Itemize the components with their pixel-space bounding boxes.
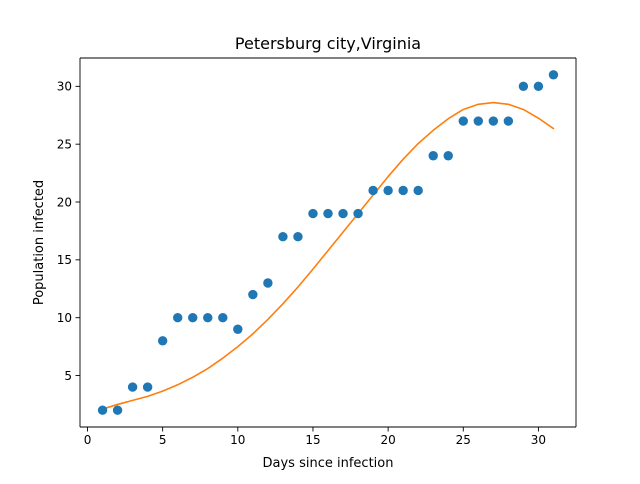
y-tick-label: 5 bbox=[64, 369, 72, 383]
data-point bbox=[188, 312, 198, 323]
data-point bbox=[383, 185, 393, 196]
data-point bbox=[368, 185, 378, 196]
x-tick-label: 0 bbox=[84, 433, 92, 447]
fit-line-layer bbox=[101, 101, 555, 410]
data-point bbox=[112, 405, 123, 415]
y-tick-label: 30 bbox=[57, 80, 72, 94]
data-point bbox=[338, 208, 348, 219]
y-tick-label: 20 bbox=[57, 195, 72, 209]
data-point bbox=[533, 81, 544, 92]
data-point bbox=[127, 382, 138, 392]
x-tick-label: 20 bbox=[380, 433, 395, 447]
data-point bbox=[443, 151, 453, 161]
x-tick-label: 5 bbox=[159, 433, 167, 447]
scatter-points-layer bbox=[97, 70, 559, 415]
data-point bbox=[218, 312, 228, 323]
data-point bbox=[503, 116, 514, 126]
x-axis-label: Days since infection bbox=[263, 456, 394, 471]
data-point bbox=[323, 208, 333, 219]
x-tick-label: 15 bbox=[305, 433, 320, 447]
data-point bbox=[488, 116, 499, 126]
data-point bbox=[233, 324, 243, 334]
plot-area bbox=[80, 58, 576, 427]
y-tick-label: 15 bbox=[57, 253, 72, 267]
data-point bbox=[473, 116, 483, 126]
data-point bbox=[203, 312, 213, 323]
y-tick-label: 25 bbox=[57, 137, 72, 151]
x-tick-label: 25 bbox=[456, 433, 471, 447]
x-tick-label: 10 bbox=[230, 433, 245, 447]
data-point bbox=[458, 116, 468, 126]
chart-title: Petersburg city,Virginia bbox=[235, 34, 421, 53]
data-point bbox=[293, 232, 303, 242]
data-point bbox=[353, 208, 363, 219]
x-tick-label: 30 bbox=[531, 433, 546, 447]
data-point bbox=[413, 185, 423, 196]
data-point bbox=[97, 405, 108, 415]
data-point bbox=[248, 289, 258, 300]
y-axis-label: Population infected bbox=[32, 180, 47, 305]
data-point bbox=[548, 70, 559, 80]
data-point bbox=[157, 336, 168, 346]
axes-layer: 0 5 10 15 20 25 30 5 10 15 20 25 30 bbox=[57, 57, 577, 447]
y-tick-label: 10 bbox=[57, 311, 72, 325]
data-point bbox=[308, 208, 318, 219]
data-point bbox=[398, 185, 408, 196]
data-point bbox=[278, 232, 288, 242]
data-point bbox=[142, 382, 153, 392]
data-point bbox=[173, 312, 183, 323]
data-point bbox=[518, 81, 529, 92]
data-point bbox=[263, 278, 273, 288]
data-point bbox=[428, 151, 438, 161]
fit-line bbox=[101, 101, 555, 410]
